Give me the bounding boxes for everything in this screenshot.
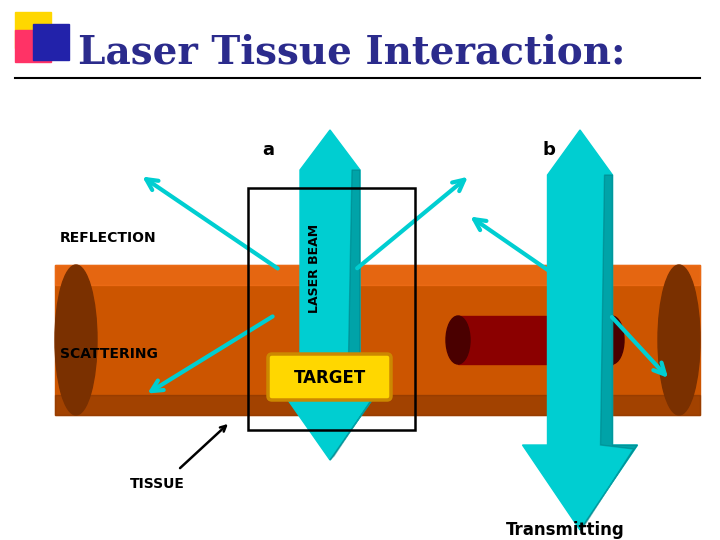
Polygon shape <box>523 130 637 530</box>
Text: TISSUE: TISSUE <box>130 477 185 491</box>
Text: LASER BEAM: LASER BEAM <box>308 224 322 313</box>
Bar <box>15 12 51 48</box>
Ellipse shape <box>55 265 97 415</box>
Bar <box>55 265 700 285</box>
Ellipse shape <box>446 316 470 364</box>
Ellipse shape <box>600 316 624 364</box>
Text: Transmitting: Transmitting <box>505 521 624 539</box>
Bar <box>55 395 700 415</box>
Text: a: a <box>262 141 274 159</box>
FancyBboxPatch shape <box>268 354 391 400</box>
Text: b: b <box>542 141 555 159</box>
Polygon shape <box>580 175 637 530</box>
Bar <box>458 316 613 364</box>
Text: Laser Tissue Interaction:: Laser Tissue Interaction: <box>78 33 626 71</box>
Bar <box>55 265 700 415</box>
Ellipse shape <box>658 265 700 415</box>
Text: REFLECTION: REFLECTION <box>60 231 157 245</box>
Text: SCATTERING: SCATTERING <box>60 347 158 361</box>
Text: TARGET: TARGET <box>294 369 366 387</box>
Bar <box>248 188 415 430</box>
Bar <box>33 24 69 60</box>
Polygon shape <box>330 170 382 460</box>
Bar <box>15 30 51 62</box>
Polygon shape <box>277 130 382 460</box>
